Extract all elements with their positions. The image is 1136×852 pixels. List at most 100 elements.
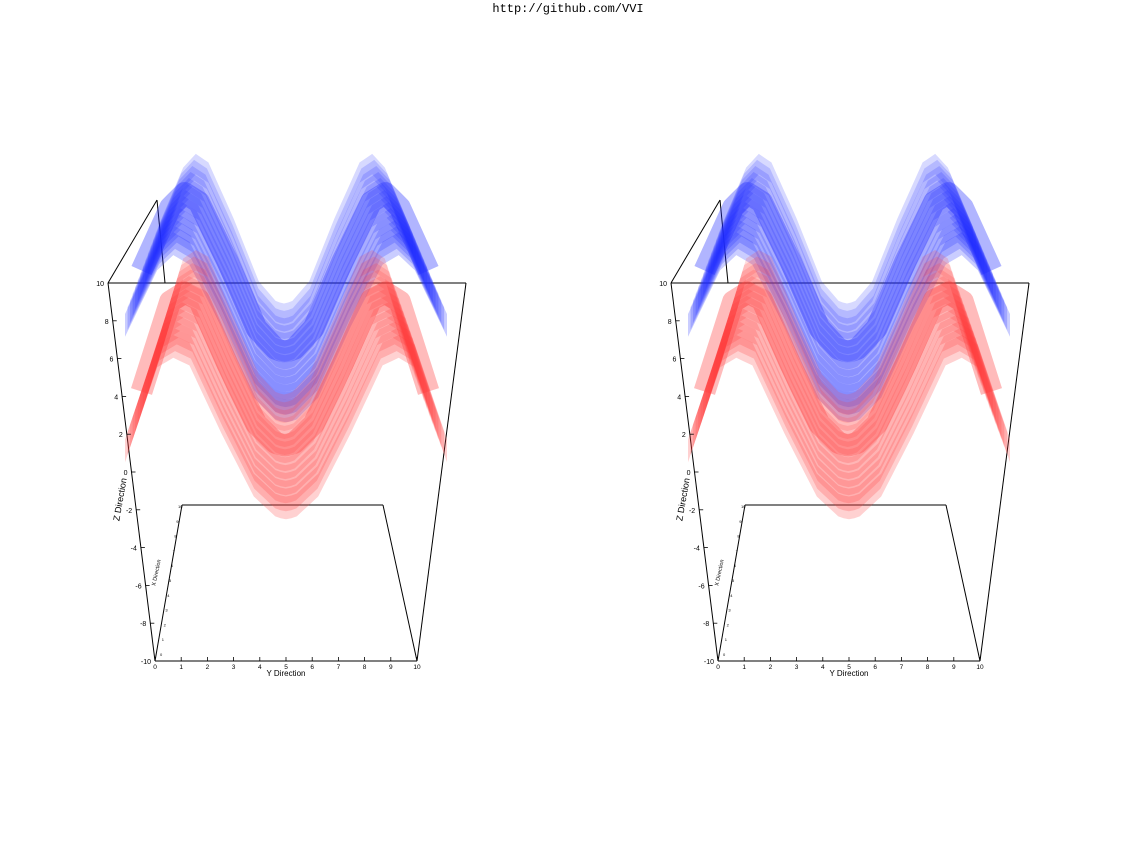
surface-strip bbox=[145, 282, 425, 456]
x-tick-label: 1 bbox=[725, 637, 728, 642]
surface-strip bbox=[721, 250, 973, 415]
z-tick-label: -10 bbox=[704, 659, 714, 666]
surface-strip bbox=[127, 226, 445, 415]
surface-plot-right: -10 -8 -6 -4 -2 0 2 4 6 8 10 0 1 2 3 4 5 6 7 8 9 10 0 1 2 3 4 5 6 7 8 9… bbox=[659, 153, 1030, 678]
z-tick-label: 10 bbox=[96, 281, 104, 288]
x-tick-label: 5 bbox=[169, 578, 172, 583]
surface-strip bbox=[150, 269, 419, 439]
frame-floor-right bbox=[945, 504, 981, 662]
surface-band bbox=[694, 182, 1002, 363]
x-tick-label: 9 bbox=[176, 519, 179, 524]
z-tick-label: 4 bbox=[114, 394, 118, 401]
surface-strip bbox=[700, 302, 996, 480]
y-tick-label: 5 bbox=[284, 664, 288, 671]
surface-strip bbox=[135, 208, 436, 393]
x-tick-label: 6 bbox=[734, 563, 737, 568]
x-tick-label: 2 bbox=[727, 622, 730, 627]
y-tick-label: 0 bbox=[153, 664, 157, 671]
y-tick-label: 7 bbox=[337, 664, 341, 671]
surface-plot-left: -10 -8 -6 -4 -2 0 2 4 6 8 10 0 1 2 3 4 5 6 7 8 9 10 0 1 2 3 4 5 6 7 8 9… bbox=[96, 153, 467, 678]
x-tick-label: 0 bbox=[723, 652, 726, 657]
surface-strip bbox=[132, 315, 439, 496]
x-tick-label: 9 bbox=[739, 519, 742, 524]
surface-strip bbox=[140, 196, 430, 377]
z-tick-label: -8 bbox=[140, 621, 146, 628]
x-tick-label: 3 bbox=[728, 608, 731, 613]
z-tick-label: -6 bbox=[698, 583, 704, 590]
surface-strip bbox=[137, 302, 433, 480]
y-tick-label: 8 bbox=[926, 664, 930, 671]
z-tick-label: 6 bbox=[672, 357, 676, 364]
surface-strip bbox=[721, 153, 973, 324]
y-tick-label: 3 bbox=[795, 664, 799, 671]
surface-strip bbox=[147, 276, 422, 448]
y-tick-label: 1 bbox=[742, 664, 746, 671]
y-axis-label: Y Direction bbox=[267, 669, 306, 678]
z-tick-label: 10 bbox=[659, 281, 667, 288]
x-tick-label: 1 bbox=[162, 637, 165, 642]
x-tick-label: 2 bbox=[164, 622, 167, 627]
surface-strip bbox=[715, 263, 979, 431]
y-tick-label: 7 bbox=[900, 664, 904, 671]
surface-series-0 bbox=[688, 153, 1010, 423]
surface-strip bbox=[145, 184, 425, 362]
frame-diag-edge bbox=[670, 199, 721, 284]
surface-strip bbox=[127, 328, 445, 512]
surface-strip bbox=[125, 232, 447, 423]
surface-strip bbox=[710, 276, 985, 448]
z-tick-label: -4 bbox=[131, 546, 137, 553]
frame-right-edge bbox=[979, 282, 1030, 662]
y-tick-label: 3 bbox=[232, 664, 236, 671]
y-tick-label: 2 bbox=[769, 664, 773, 671]
y-tick-label: 6 bbox=[873, 664, 877, 671]
surface-strip bbox=[700, 202, 996, 385]
z-tick-label: 2 bbox=[119, 432, 123, 439]
frame-floor-left bbox=[154, 504, 183, 662]
surface-strip bbox=[705, 190, 991, 370]
surface-strip bbox=[150, 171, 419, 347]
z-tick-label: -2 bbox=[689, 508, 695, 515]
surface-band bbox=[131, 281, 439, 457]
x-tick-label: 10 bbox=[178, 504, 183, 509]
frame-right-edge bbox=[416, 282, 467, 662]
z-axis-label: Z Direction bbox=[111, 477, 128, 522]
x-axis-label: X Direction bbox=[151, 559, 162, 587]
y-tick-label: 10 bbox=[413, 664, 421, 671]
surface-strip bbox=[690, 226, 1008, 415]
surface-strip bbox=[140, 295, 430, 472]
z-tick-label: -2 bbox=[126, 508, 132, 515]
y-tick-label: 5 bbox=[847, 664, 851, 671]
z-tick-label: -10 bbox=[141, 659, 151, 666]
y-tick-label: 9 bbox=[389, 664, 393, 671]
y-tick-label: 9 bbox=[952, 664, 956, 671]
axis-frame bbox=[670, 199, 1030, 662]
surface-series-1 bbox=[688, 250, 1010, 520]
surface-strip bbox=[703, 196, 993, 377]
y-tick-label: 6 bbox=[310, 664, 314, 671]
z-tick-label: -4 bbox=[694, 546, 700, 553]
surface-band bbox=[131, 182, 439, 363]
surface-strip bbox=[693, 220, 1005, 408]
surface-strip bbox=[688, 232, 1010, 423]
surface-strip bbox=[695, 214, 1002, 400]
y-tick-label: 2 bbox=[206, 664, 210, 671]
x-tick-label: 6 bbox=[171, 563, 174, 568]
surface-strip bbox=[695, 315, 1002, 496]
surface-strip bbox=[705, 289, 991, 464]
x-tick-label: 7 bbox=[736, 548, 739, 553]
surface-strip bbox=[688, 335, 1010, 520]
surface-strip bbox=[155, 256, 413, 423]
stereo-view-right: -10 -8 -6 -4 -2 0 2 4 6 8 10 0 1 2 3 4 5 6 7 8 9 10 0 1 2 3 4 5 6 7 8 9… bbox=[563, 0, 1131, 852]
surface-strip bbox=[147, 178, 422, 355]
surface-strip bbox=[698, 208, 999, 393]
surface-strip bbox=[690, 328, 1008, 512]
x-tick-label: 5 bbox=[732, 578, 735, 583]
header-url[interactable]: http://github.com/VVI bbox=[492, 2, 644, 16]
surface-strip bbox=[152, 263, 416, 431]
x-axis-label: X Direction bbox=[714, 559, 725, 587]
surface-series-1 bbox=[125, 250, 447, 520]
surface-strip bbox=[713, 171, 982, 347]
surface-strip bbox=[713, 269, 982, 439]
z-tick-label: 0 bbox=[124, 470, 128, 477]
frame-back-vertical bbox=[156, 199, 166, 284]
